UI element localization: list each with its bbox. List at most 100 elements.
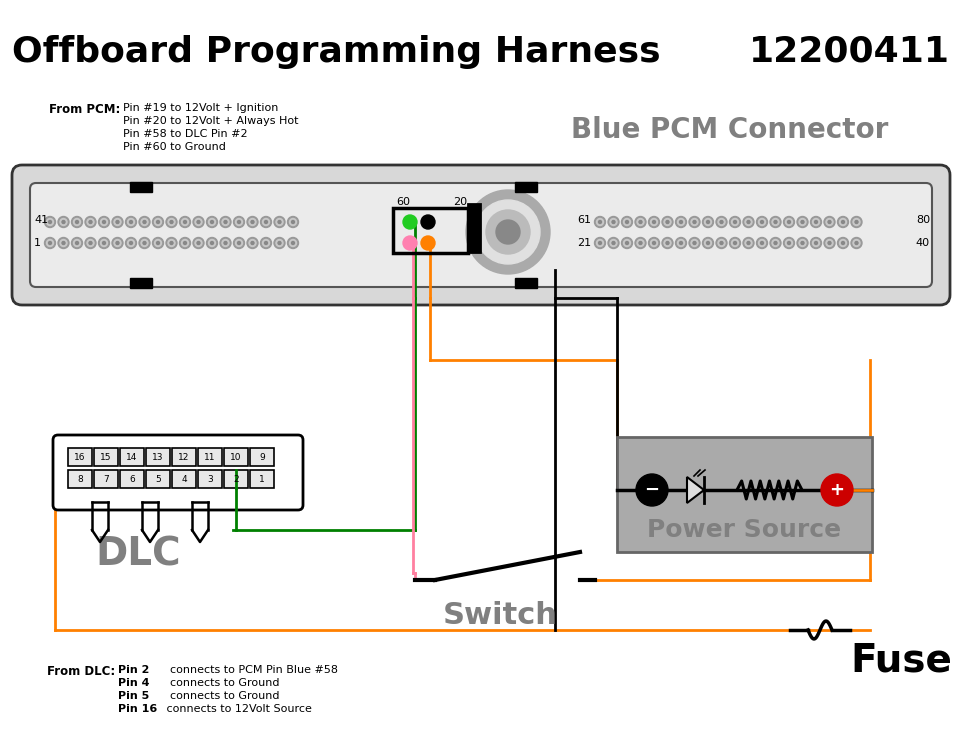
Circle shape <box>824 237 835 248</box>
Text: 12: 12 <box>178 452 190 462</box>
Circle shape <box>662 237 673 248</box>
Circle shape <box>813 240 820 246</box>
Circle shape <box>772 218 779 226</box>
Text: 8: 8 <box>77 474 83 484</box>
Circle shape <box>675 237 687 248</box>
Circle shape <box>608 216 619 227</box>
Circle shape <box>664 218 671 226</box>
Text: −: − <box>644 481 660 499</box>
Circle shape <box>639 241 642 245</box>
FancyBboxPatch shape <box>12 165 950 305</box>
Circle shape <box>716 237 727 248</box>
Circle shape <box>598 221 602 224</box>
Circle shape <box>623 218 631 226</box>
Circle shape <box>125 216 137 227</box>
Circle shape <box>828 241 831 245</box>
Text: From DLC:: From DLC: <box>47 665 115 678</box>
Circle shape <box>166 216 177 227</box>
Circle shape <box>689 216 700 227</box>
Text: 11: 11 <box>204 452 216 462</box>
Circle shape <box>626 241 629 245</box>
Circle shape <box>747 241 750 245</box>
Polygon shape <box>687 477 704 503</box>
Circle shape <box>743 237 754 248</box>
Circle shape <box>689 237 700 248</box>
Circle shape <box>759 240 766 246</box>
Bar <box>68 470 92 488</box>
Circle shape <box>46 240 54 246</box>
Circle shape <box>757 237 768 248</box>
Text: 60: 60 <box>396 197 410 207</box>
Circle shape <box>211 241 214 245</box>
Circle shape <box>788 241 791 245</box>
Circle shape <box>813 218 820 226</box>
Circle shape <box>855 221 858 224</box>
Circle shape <box>718 218 725 226</box>
Circle shape <box>209 240 216 246</box>
Bar <box>224 448 248 466</box>
Circle shape <box>139 237 150 248</box>
Circle shape <box>251 241 254 245</box>
Circle shape <box>46 218 54 226</box>
Circle shape <box>421 215 435 229</box>
Circle shape <box>761 221 764 224</box>
Circle shape <box>799 218 806 226</box>
Circle shape <box>98 216 110 227</box>
Circle shape <box>705 218 712 226</box>
Circle shape <box>288 216 299 227</box>
Circle shape <box>75 221 79 224</box>
Text: +: + <box>829 481 845 499</box>
Circle shape <box>129 241 133 245</box>
Circle shape <box>236 240 243 246</box>
Circle shape <box>770 216 781 227</box>
Circle shape <box>730 216 741 227</box>
Circle shape <box>662 216 673 227</box>
Circle shape <box>60 240 67 246</box>
Circle shape <box>666 241 669 245</box>
Circle shape <box>292 241 295 245</box>
Text: 40: 40 <box>916 238 930 248</box>
Bar <box>120 470 144 488</box>
Circle shape <box>680 221 683 224</box>
Circle shape <box>842 221 845 224</box>
Circle shape <box>139 216 150 227</box>
Bar <box>94 470 118 488</box>
Circle shape <box>821 474 853 506</box>
Circle shape <box>851 237 862 248</box>
Circle shape <box>828 221 831 224</box>
Circle shape <box>73 218 81 226</box>
Circle shape <box>815 221 818 224</box>
Circle shape <box>197 241 200 245</box>
Circle shape <box>261 216 272 227</box>
Text: Pin #19 to 12Volt + Ignition: Pin #19 to 12Volt + Ignition <box>123 103 278 113</box>
Text: Pin 5: Pin 5 <box>118 691 149 701</box>
Text: 13: 13 <box>152 452 164 462</box>
Circle shape <box>653 221 656 224</box>
Text: 5: 5 <box>155 474 161 484</box>
Circle shape <box>664 240 671 246</box>
Circle shape <box>238 241 241 245</box>
Bar <box>130 278 152 288</box>
Circle shape <box>170 241 173 245</box>
Bar <box>120 448 144 466</box>
Circle shape <box>702 216 714 227</box>
Circle shape <box>693 221 696 224</box>
Circle shape <box>811 216 821 227</box>
Circle shape <box>85 237 96 248</box>
Circle shape <box>87 240 94 246</box>
Circle shape <box>195 218 202 226</box>
Text: 41: 41 <box>34 215 48 225</box>
Circle shape <box>141 240 148 246</box>
Circle shape <box>639 221 642 224</box>
Text: connects to Ground: connects to Ground <box>163 678 279 688</box>
Circle shape <box>98 237 110 248</box>
Circle shape <box>143 241 146 245</box>
Circle shape <box>496 220 520 244</box>
Circle shape <box>720 241 723 245</box>
Circle shape <box>170 221 173 224</box>
Circle shape <box>799 240 806 246</box>
Circle shape <box>73 240 81 246</box>
Text: 16: 16 <box>74 452 86 462</box>
Text: 1: 1 <box>34 238 41 248</box>
Text: Pin #20 to 12Volt + Always Hot: Pin #20 to 12Volt + Always Hot <box>123 116 299 126</box>
